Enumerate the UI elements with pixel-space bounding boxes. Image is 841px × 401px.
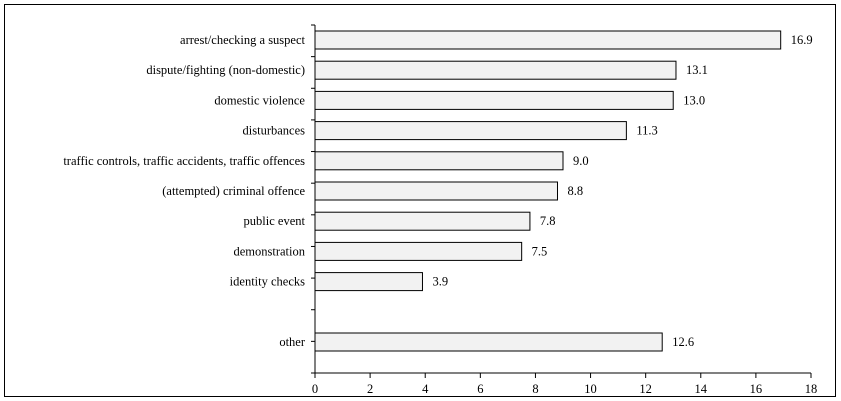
category-label: traffic controls, traffic accidents, tra… — [63, 154, 305, 168]
bar — [314, 151, 564, 171]
x-tick-label: 10 — [584, 382, 597, 396]
data-label: 7.8 — [540, 214, 556, 228]
data-label: 13.1 — [686, 63, 708, 77]
x-tick-label: 4 — [422, 382, 429, 396]
data-label: 16.9 — [791, 33, 813, 47]
x-tick-label: 2 — [367, 382, 373, 396]
data-label: 3.9 — [432, 275, 448, 289]
category-label: disturbances — [243, 124, 306, 138]
bar — [314, 181, 558, 201]
x-tick-label: 8 — [532, 382, 538, 396]
x-tick-label: 0 — [312, 382, 318, 396]
data-label: 12.6 — [672, 335, 694, 349]
data-label: 13.0 — [683, 93, 705, 107]
bar — [314, 121, 627, 141]
category-label: identity checks — [230, 275, 305, 289]
data-label: 7.5 — [532, 244, 548, 258]
data-label: 8.8 — [567, 184, 583, 198]
category-label: dispute/fighting (non-domestic) — [146, 63, 305, 77]
data-label: 11.3 — [636, 124, 657, 138]
x-tick-label: 14 — [695, 382, 708, 396]
x-tick-label: 6 — [477, 382, 483, 396]
bar — [314, 272, 423, 292]
data-label: 9.0 — [573, 154, 589, 168]
x-tick-label: 12 — [639, 382, 652, 396]
bar — [314, 211, 531, 231]
category-label: (attempted) criminal offence — [162, 184, 305, 198]
category-label: other — [279, 335, 306, 349]
category-label: demonstration — [233, 244, 305, 258]
bar — [314, 60, 677, 80]
category-label: public event — [244, 214, 306, 228]
bar — [314, 30, 782, 50]
category-label: domestic violence — [214, 93, 305, 107]
category-label: arrest/checking a suspect — [180, 33, 305, 47]
bar — [314, 90, 674, 110]
x-tick-label: 18 — [805, 382, 818, 396]
bar — [314, 332, 663, 352]
bar — [314, 241, 523, 261]
x-tick-label: 16 — [750, 382, 763, 396]
